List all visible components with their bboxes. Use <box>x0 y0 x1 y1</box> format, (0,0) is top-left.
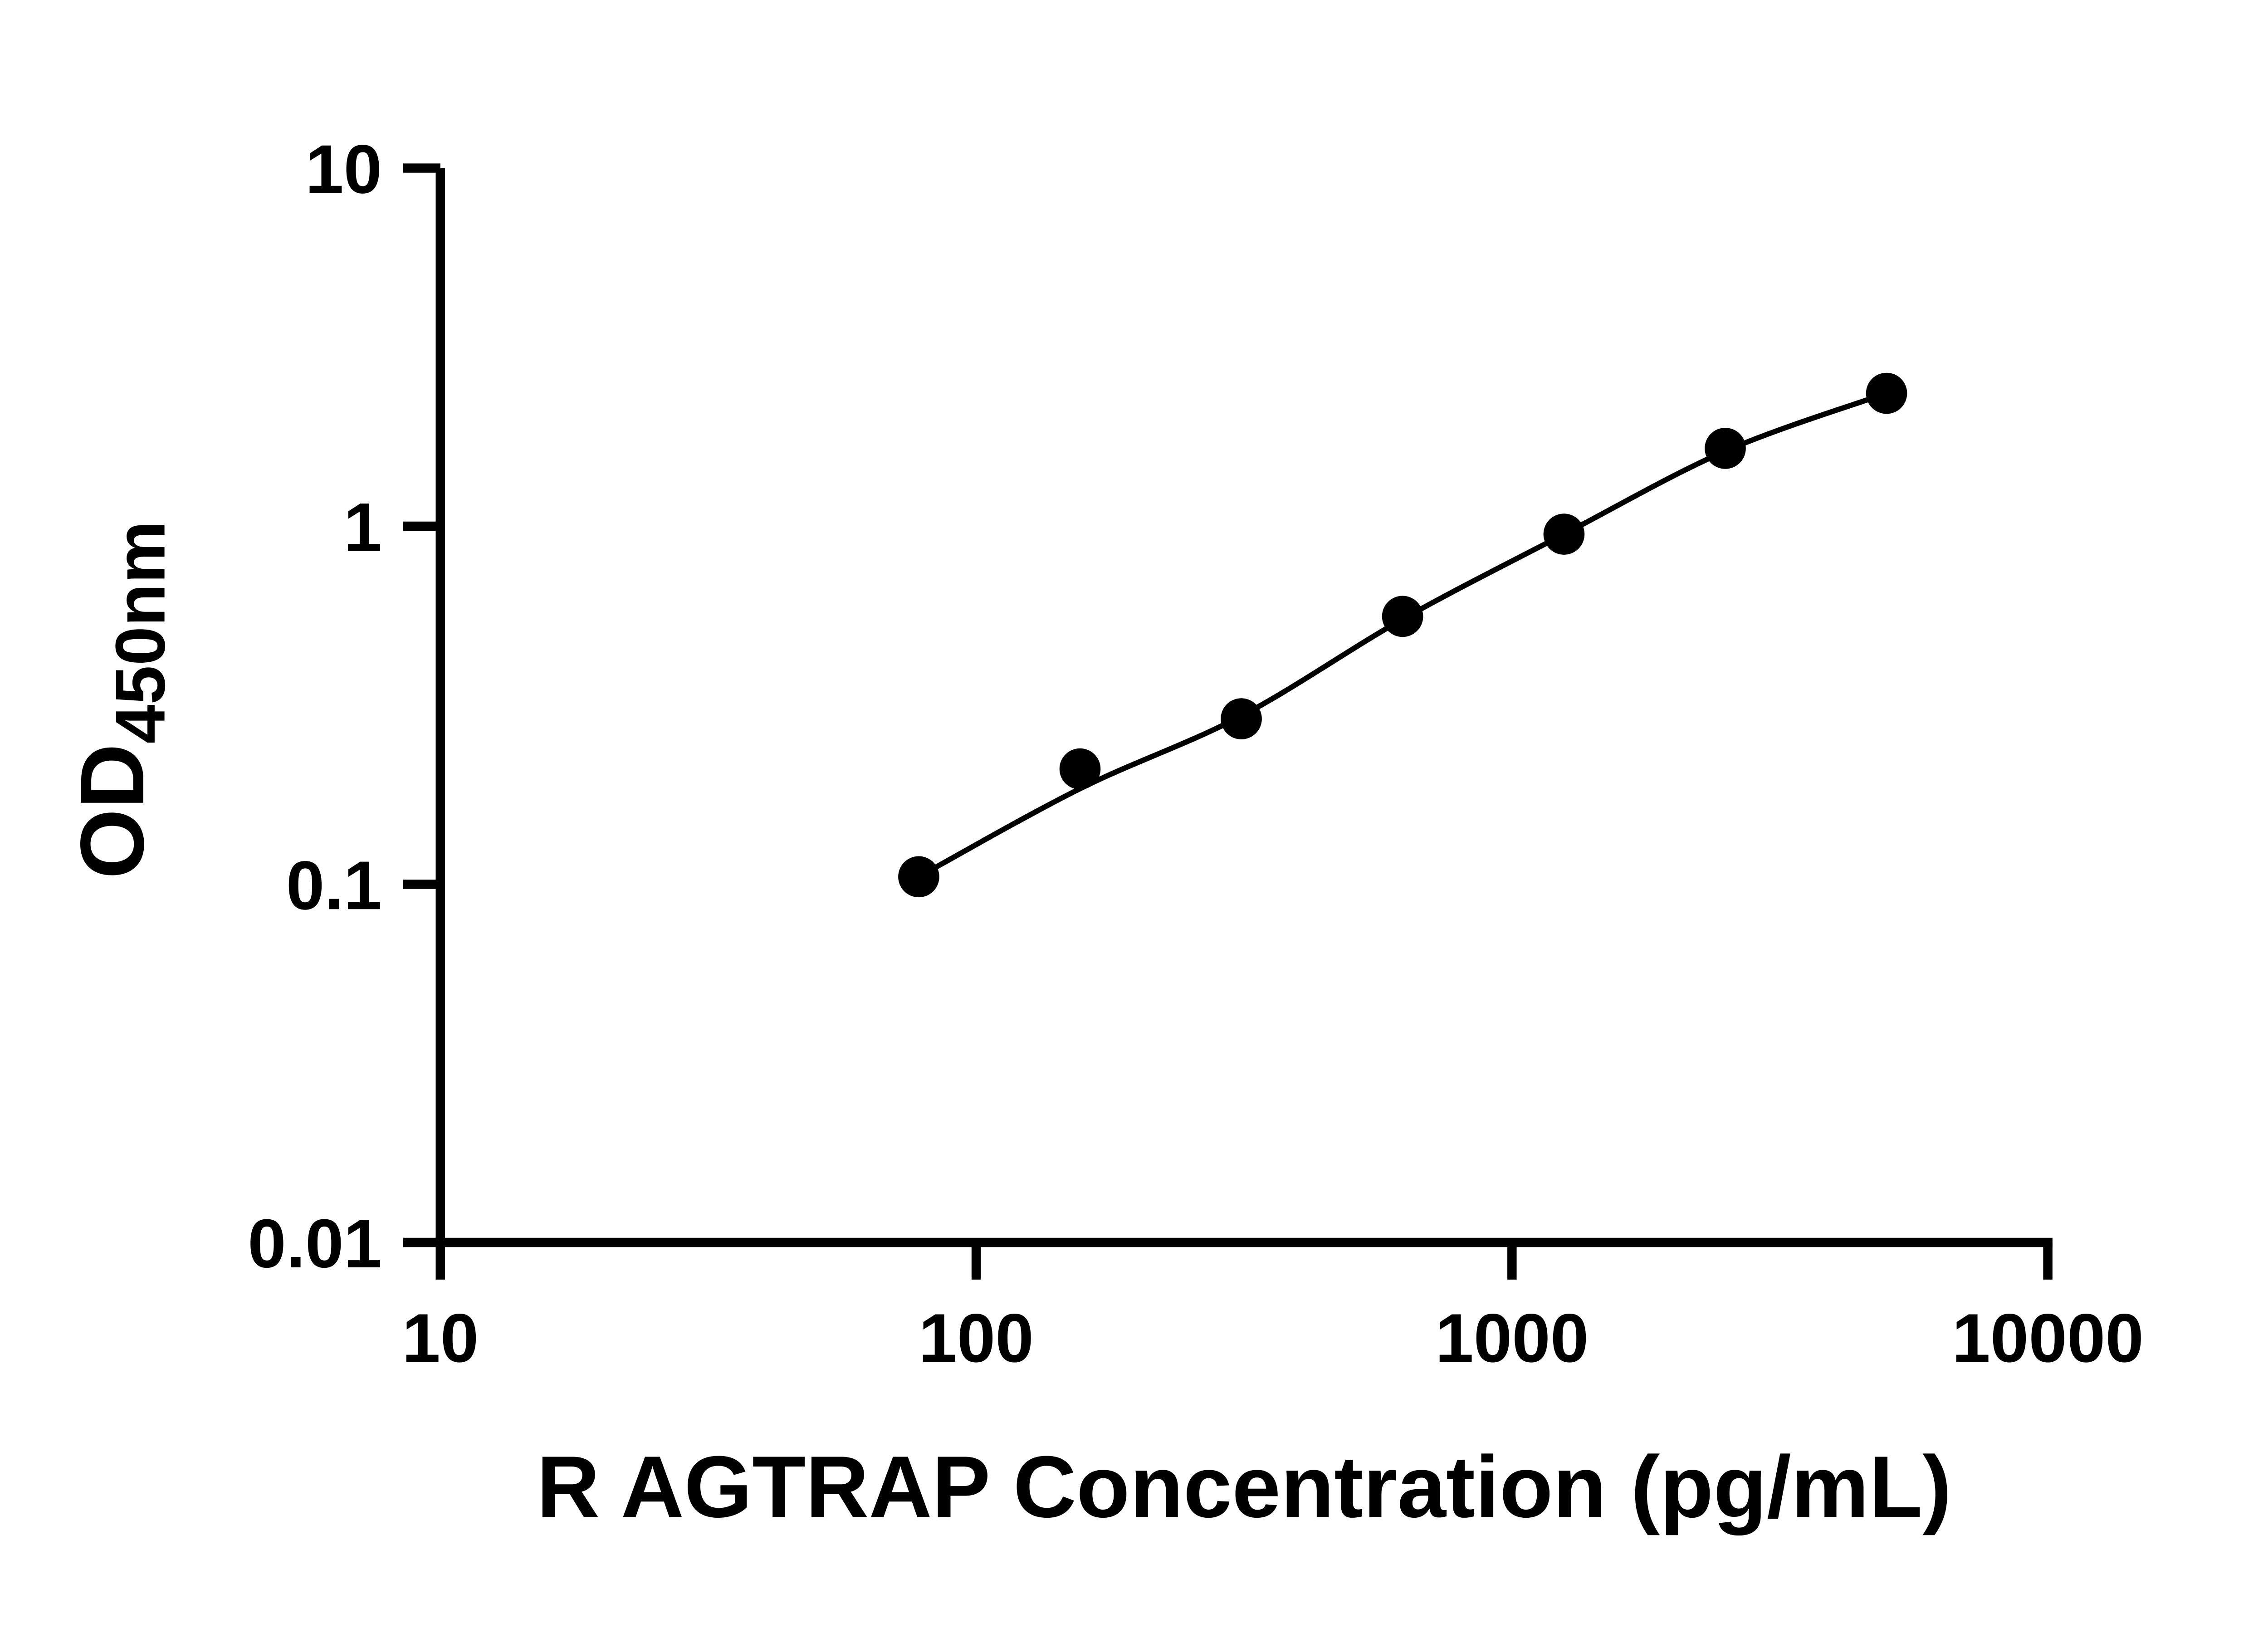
axes <box>403 163 2053 1280</box>
data-point <box>898 856 939 897</box>
x-tick-label: 10 <box>402 1300 479 1377</box>
y-axis-title: OD450nm <box>62 521 180 879</box>
x-tick-label: 1000 <box>1435 1300 1589 1377</box>
data-point <box>1705 427 1746 469</box>
data-points <box>898 372 1907 897</box>
y-tick-label: 1 <box>344 489 382 566</box>
data-point <box>1059 748 1101 790</box>
y-tick-label: 0.1 <box>286 847 382 924</box>
data-point <box>1382 596 1423 637</box>
data-point <box>1221 698 1262 739</box>
x-tick-label: 10000 <box>1952 1300 2144 1377</box>
y-tick-label: 0.01 <box>248 1205 382 1282</box>
y-tick-label: 10 <box>305 131 382 208</box>
x-axis-title: R AGTRAP Concentration (pg/mL) <box>537 1437 1952 1535</box>
data-point <box>1543 513 1585 555</box>
x-tick-label: 100 <box>919 1300 1034 1377</box>
tick-labels: 10 1 0.1 0.01 10 100 1000 10000 <box>248 131 2144 1377</box>
y-axis-title-subscript: 450nm <box>101 521 180 743</box>
data-point <box>1866 372 1907 414</box>
chart-canvas: 10 1 0.1 0.01 10 100 1000 10000 R AGTRAP Concen… <box>0 20 2268 1613</box>
y-axis-title-main: OD <box>62 743 163 879</box>
